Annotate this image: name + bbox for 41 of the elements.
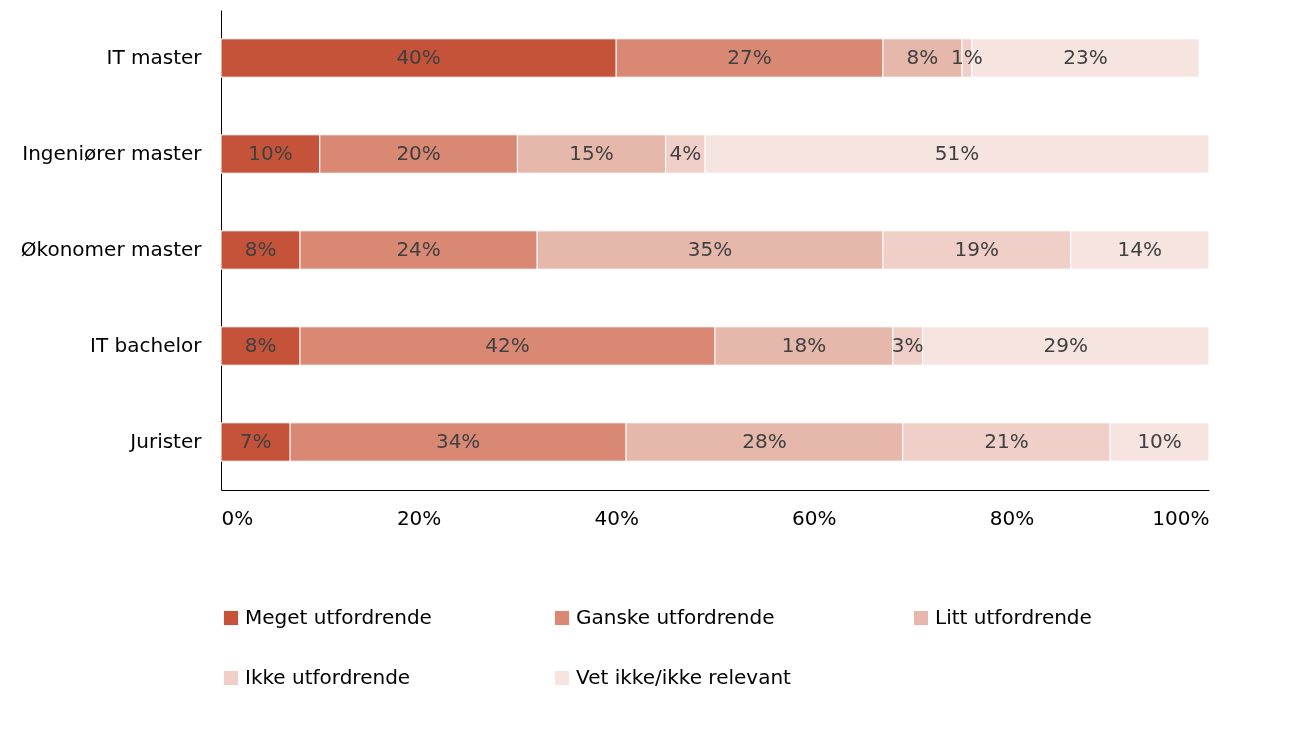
x-tick-label: 80%	[989, 505, 1035, 530]
data-label: 8%	[906, 45, 939, 69]
data-label: 51%	[934, 141, 980, 165]
data-label: 35%	[687, 237, 733, 261]
x-tick-label: 20%	[396, 505, 442, 530]
x-tick-label: 40%	[594, 505, 639, 530]
data-label: 15%	[569, 141, 614, 165]
x-tick-label: 100%	[1152, 505, 1210, 530]
data-label: 1%	[951, 45, 983, 69]
y-tick-label: Jurister	[128, 429, 203, 453]
y-tick-label: Ingeniører master	[22, 141, 203, 165]
data-label: 4%	[669, 141, 702, 165]
data-label: 34%	[435, 429, 481, 453]
legend-label: Ikke utfordrende	[245, 665, 411, 689]
data-label: 10%	[248, 141, 293, 165]
data-label: 27%	[727, 45, 772, 69]
legend-label: Meget utfordrende	[245, 605, 432, 629]
data-label: 28%	[742, 429, 787, 453]
y-tick-label: Økonomer master	[20, 237, 203, 261]
data-label: 8%	[244, 237, 277, 261]
x-tick-label: 60%	[792, 505, 837, 530]
x-tick-label: 0%	[221, 505, 254, 530]
legend-label: Vet ikke/ikke relevant	[576, 665, 792, 689]
data-label: 24%	[396, 237, 441, 261]
data-label: 29%	[1043, 333, 1088, 357]
legend-label: Litt utfordrende	[935, 605, 1092, 629]
data-label: 18%	[781, 333, 827, 357]
data-label: 40%	[396, 45, 441, 69]
y-tick-label: IT bachelor	[90, 333, 203, 357]
data-label: 14%	[1117, 237, 1163, 261]
data-label: 3%	[891, 333, 924, 357]
data-label: 8%	[244, 333, 277, 357]
y-tick-label: IT master	[106, 45, 203, 69]
legend-label: Ganske utfordrende	[576, 605, 775, 629]
data-label: 19%	[954, 237, 1000, 261]
data-label: 23%	[1063, 45, 1108, 69]
data-label: 42%	[485, 333, 530, 357]
data-label: 10%	[1137, 429, 1182, 453]
data-label: 7%	[239, 429, 272, 453]
data-label: 20%	[396, 141, 441, 165]
data-label: 21%	[984, 429, 1029, 453]
